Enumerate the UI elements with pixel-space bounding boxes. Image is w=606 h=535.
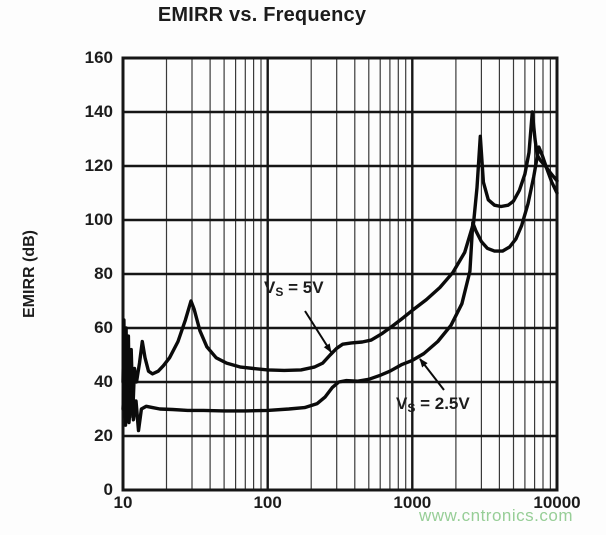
annotation-arrow xyxy=(419,358,445,391)
y-tick-label: 140 xyxy=(84,102,113,121)
annotation-vs-5v-sub: S xyxy=(275,285,284,299)
y-tick-label: 120 xyxy=(84,156,113,175)
watermark: www.cntronics.com xyxy=(419,506,573,525)
plot-area xyxy=(121,56,559,492)
y-tick-label: 0 xyxy=(103,480,113,499)
annotation-vs-5v-rest: = 5V xyxy=(283,278,324,297)
annotation-vs-5v: VS = 5V xyxy=(264,278,324,299)
annotation-vs-2v5-rest: = 2.5V xyxy=(415,394,470,413)
x-tick-label: 10 xyxy=(113,493,133,512)
annotation-vs-5v-base: V xyxy=(264,278,276,297)
y-tick-label: 40 xyxy=(94,372,113,391)
x-tick-label: 1000 xyxy=(393,493,432,512)
annotation-vs-2v5: VS = 2.5V xyxy=(396,394,470,415)
y-tick-label: 160 xyxy=(84,48,113,67)
plot-border xyxy=(121,56,559,492)
chart-title: EMIRR vs. Frequency xyxy=(157,4,367,26)
curve-vs-5v xyxy=(121,110,559,422)
annotation-vs-2v5-sub: S xyxy=(407,401,416,415)
curve-vs-2.5v xyxy=(121,145,559,433)
x-tick-label: 100 xyxy=(253,493,282,512)
y-tick-label: 100 xyxy=(84,210,113,229)
annotation-arrow xyxy=(304,310,332,353)
x-tick-label: 10000 xyxy=(533,493,581,512)
y-tick-label: 80 xyxy=(94,264,113,283)
annotation-vs-2v5-base: V xyxy=(396,394,408,413)
y-tick-label: 60 xyxy=(94,318,113,337)
y-tick-label: 20 xyxy=(94,426,113,445)
y-axis-label: EMIRR (dB) xyxy=(21,230,38,318)
